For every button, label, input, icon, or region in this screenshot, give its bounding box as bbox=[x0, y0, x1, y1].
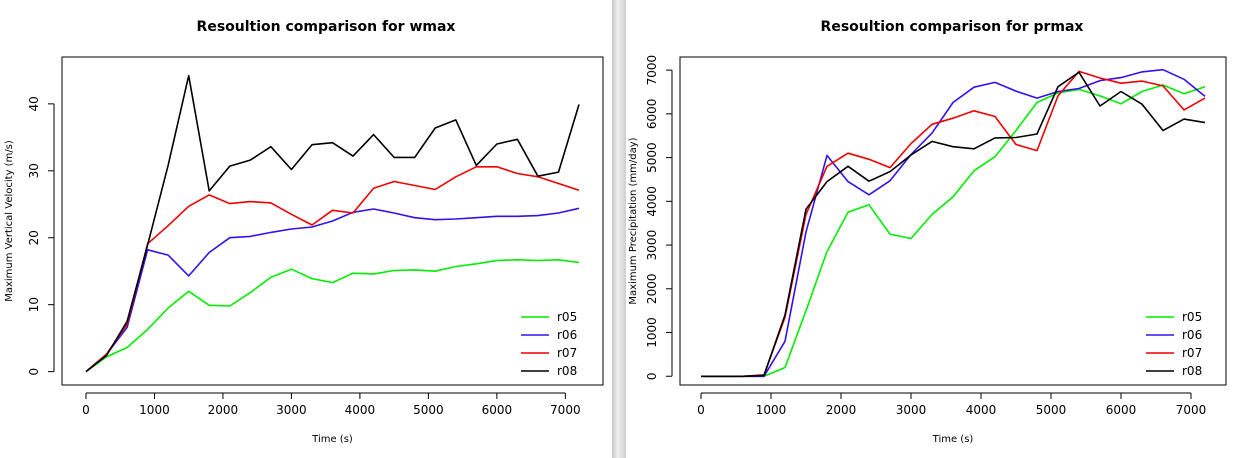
x-tick-label: 6000 bbox=[482, 403, 513, 417]
x-tick-label: 0 bbox=[82, 403, 90, 417]
series-line-r05 bbox=[85, 258, 580, 373]
legend-label-r08: r08 bbox=[557, 364, 577, 378]
plot-frame bbox=[679, 56, 1227, 386]
series-line-r05 bbox=[701, 84, 1206, 378]
y-axis-label: Maximum Vertical Velocity (m/s) bbox=[4, 140, 15, 302]
y-tick-label: 0 bbox=[27, 368, 41, 376]
y-tick-label: 5000 bbox=[645, 142, 659, 173]
y-tick-label: 3000 bbox=[645, 230, 659, 261]
wmax-chart: Resoultion comparison for wmax 0 1000 2000 3… bbox=[4, 19, 604, 445]
legend-label-r05: r05 bbox=[557, 310, 577, 324]
legend-label-r07: r07 bbox=[557, 346, 577, 360]
legend-label-r06: r06 bbox=[1182, 328, 1202, 342]
x-tick-label: 1000 bbox=[756, 403, 787, 417]
y-tick-label: 0 bbox=[645, 372, 659, 380]
plot-frame bbox=[61, 56, 604, 386]
y-tick-label: 1000 bbox=[645, 317, 659, 348]
prmax-chart: Resoultion comparison for prmax 0 1000 2000… bbox=[628, 19, 1227, 445]
x-tick-label: 2000 bbox=[826, 403, 857, 417]
x-axis-label: Time (s) bbox=[932, 434, 974, 445]
x-tick-label: 4000 bbox=[966, 403, 997, 417]
y-tick-label: 2000 bbox=[645, 274, 659, 305]
y-tick-label: 6000 bbox=[645, 99, 659, 130]
y-tick-label: 4000 bbox=[645, 186, 659, 217]
y-tick-label: 30 bbox=[27, 163, 41, 178]
series-line-r07 bbox=[701, 70, 1206, 378]
window-divider bbox=[612, 0, 626, 458]
y-axis-label: Maximum Precipitation (mm/day) bbox=[628, 137, 639, 304]
x-tick-label: 7000 bbox=[1176, 403, 1207, 417]
x-tick-label: 5000 bbox=[413, 403, 444, 417]
chart-title: Resoultion comparison for wmax bbox=[197, 19, 456, 35]
x-tick-label: 7000 bbox=[550, 403, 581, 417]
legend-label-r05: r05 bbox=[1182, 310, 1202, 324]
y-tick-label: 7000 bbox=[645, 55, 659, 86]
legend-label-r07: r07 bbox=[1182, 346, 1202, 360]
wmax-panel: Resoultion comparison for wmax 0 1000 2000 3… bbox=[0, 0, 612, 458]
series-line-r07 bbox=[85, 166, 580, 373]
legend-label-r08: r08 bbox=[1182, 364, 1202, 378]
x-tick-label: 4000 bbox=[345, 403, 376, 417]
series-line-r08 bbox=[85, 74, 580, 373]
x-tick-label: 1000 bbox=[139, 403, 170, 417]
x-tick-label: 3000 bbox=[896, 403, 927, 417]
y-tick-label: 10 bbox=[27, 297, 41, 312]
y-tick-label: 40 bbox=[27, 96, 41, 111]
x-tick-label: 6000 bbox=[1106, 403, 1137, 417]
prmax-panel: Resoultion comparison for prmax 0 1000 2000… bbox=[626, 0, 1245, 458]
legend-label-r06: r06 bbox=[557, 328, 577, 342]
x-tick-label: 2000 bbox=[208, 403, 239, 417]
series-line-r08 bbox=[701, 71, 1206, 378]
x-tick-label: 0 bbox=[697, 403, 705, 417]
series-line-r06 bbox=[701, 68, 1206, 378]
series-line-r06 bbox=[85, 207, 580, 373]
x-tick-label: 5000 bbox=[1036, 403, 1067, 417]
x-tick-label: 3000 bbox=[276, 403, 307, 417]
x-axis-label: Time (s) bbox=[311, 434, 353, 445]
y-tick-label: 20 bbox=[27, 230, 41, 245]
chart-title: Resoultion comparison for prmax bbox=[821, 19, 1084, 35]
